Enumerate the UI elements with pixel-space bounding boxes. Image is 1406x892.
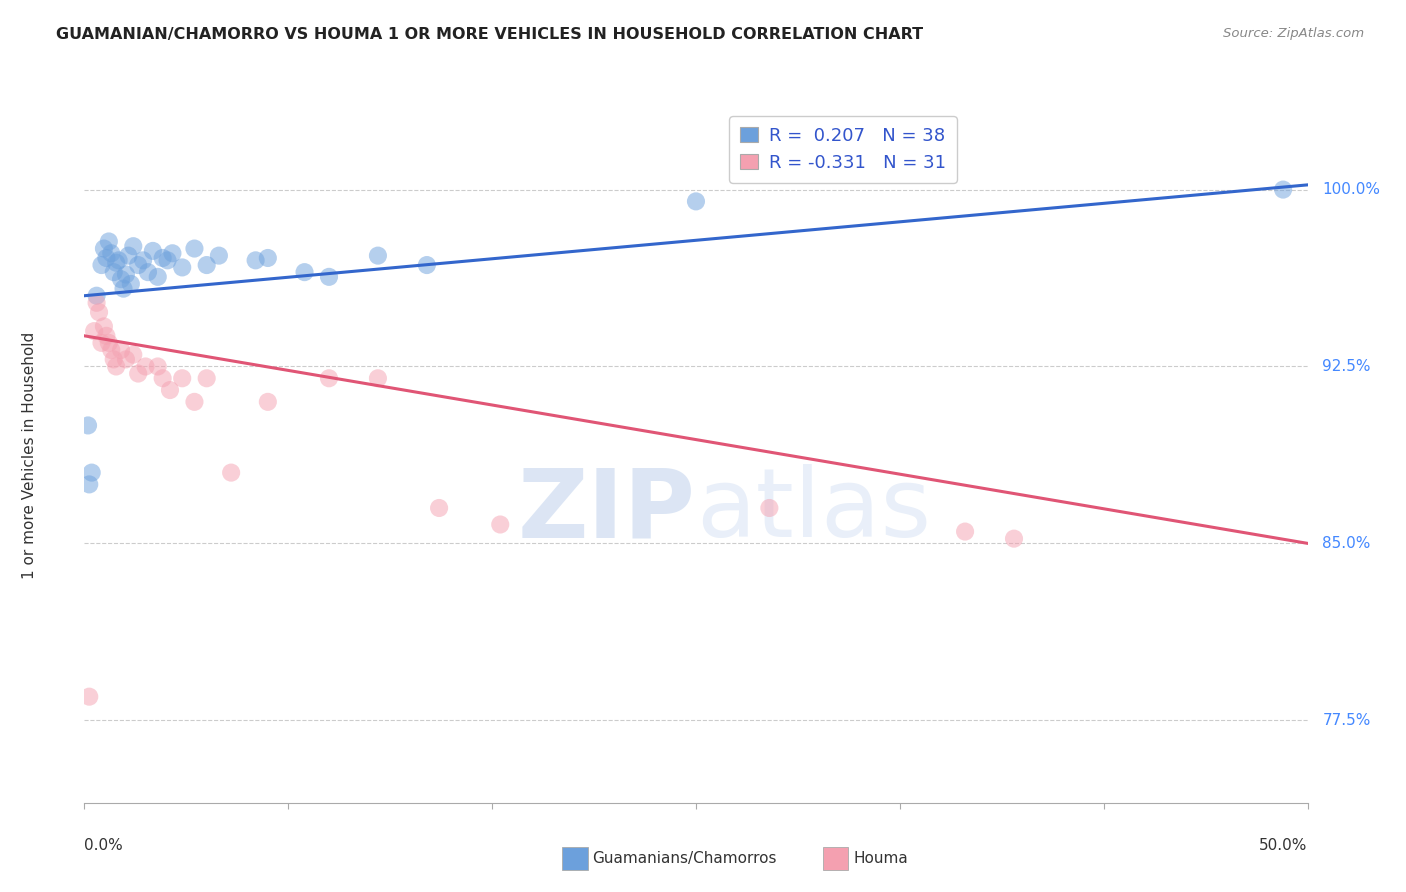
Point xyxy=(152,251,174,265)
Point xyxy=(685,194,707,209)
Text: Source: ZipAtlas.com: Source: ZipAtlas.com xyxy=(1223,27,1364,40)
Point xyxy=(110,343,132,357)
Text: 92.5%: 92.5% xyxy=(1322,359,1371,374)
Point xyxy=(294,265,316,279)
Point xyxy=(195,258,218,272)
Point xyxy=(77,418,100,433)
Point xyxy=(758,500,780,515)
Point xyxy=(110,272,132,286)
Point xyxy=(112,282,135,296)
Point xyxy=(122,239,145,253)
Point xyxy=(162,246,184,260)
Point xyxy=(416,258,439,272)
Text: 85.0%: 85.0% xyxy=(1322,536,1371,551)
Text: 77.5%: 77.5% xyxy=(1322,713,1371,728)
Point xyxy=(77,477,100,491)
Point xyxy=(115,268,138,282)
Point xyxy=(159,383,181,397)
Point xyxy=(83,324,105,338)
Point xyxy=(120,277,142,291)
Point xyxy=(136,265,159,279)
Text: 1 or more Vehicles in Household: 1 or more Vehicles in Household xyxy=(22,331,37,579)
Point xyxy=(103,352,125,367)
Point xyxy=(96,251,118,265)
Point xyxy=(367,371,389,385)
Point xyxy=(127,367,149,381)
Point xyxy=(245,253,267,268)
Point xyxy=(172,260,194,275)
Point xyxy=(132,253,155,268)
Point xyxy=(127,258,149,272)
Point xyxy=(195,371,218,385)
Point xyxy=(172,371,194,385)
Point xyxy=(87,305,110,319)
Point xyxy=(100,343,122,357)
Point xyxy=(122,348,145,362)
Point xyxy=(96,328,118,343)
Text: 100.0%: 100.0% xyxy=(1322,182,1381,197)
Point xyxy=(257,251,280,265)
Point xyxy=(1272,183,1295,197)
Point xyxy=(105,256,128,270)
Point xyxy=(105,359,128,374)
Point xyxy=(318,269,340,284)
Point xyxy=(152,371,174,385)
Point xyxy=(142,244,165,258)
Point xyxy=(80,466,103,480)
Point xyxy=(156,253,179,268)
Point xyxy=(489,517,512,532)
Point xyxy=(367,249,389,263)
Point xyxy=(257,395,280,409)
Text: 50.0%: 50.0% xyxy=(1260,838,1308,853)
Point xyxy=(93,242,115,256)
Point xyxy=(183,242,205,256)
Point xyxy=(97,235,120,249)
Point xyxy=(93,319,115,334)
Point xyxy=(146,359,169,374)
Point xyxy=(117,249,139,263)
Point xyxy=(1002,532,1025,546)
Text: GUAMANIAN/CHAMORRO VS HOUMA 1 OR MORE VEHICLES IN HOUSEHOLD CORRELATION CHART: GUAMANIAN/CHAMORRO VS HOUMA 1 OR MORE VE… xyxy=(56,27,924,42)
Point xyxy=(97,335,120,350)
Point xyxy=(146,269,169,284)
Text: ZIP: ZIP xyxy=(517,464,696,558)
Text: atlas: atlas xyxy=(696,464,931,558)
Point xyxy=(208,249,231,263)
Text: Houma: Houma xyxy=(853,852,908,866)
Point xyxy=(86,289,108,303)
Text: Guamanians/Chamorros: Guamanians/Chamorros xyxy=(592,852,776,866)
Point xyxy=(135,359,157,374)
Point xyxy=(90,258,112,272)
Legend: R =  0.207   N = 38, R = -0.331   N = 31: R = 0.207 N = 38, R = -0.331 N = 31 xyxy=(728,116,956,183)
Point xyxy=(219,466,242,480)
Point xyxy=(115,352,138,367)
Point xyxy=(107,253,129,268)
Point xyxy=(90,335,112,350)
Point xyxy=(103,265,125,279)
Point xyxy=(318,371,340,385)
Point xyxy=(183,395,205,409)
Point xyxy=(86,295,108,310)
Text: 0.0%: 0.0% xyxy=(84,838,124,853)
Point xyxy=(953,524,976,539)
Point xyxy=(427,500,450,515)
Point xyxy=(77,690,100,704)
Point xyxy=(100,246,122,260)
